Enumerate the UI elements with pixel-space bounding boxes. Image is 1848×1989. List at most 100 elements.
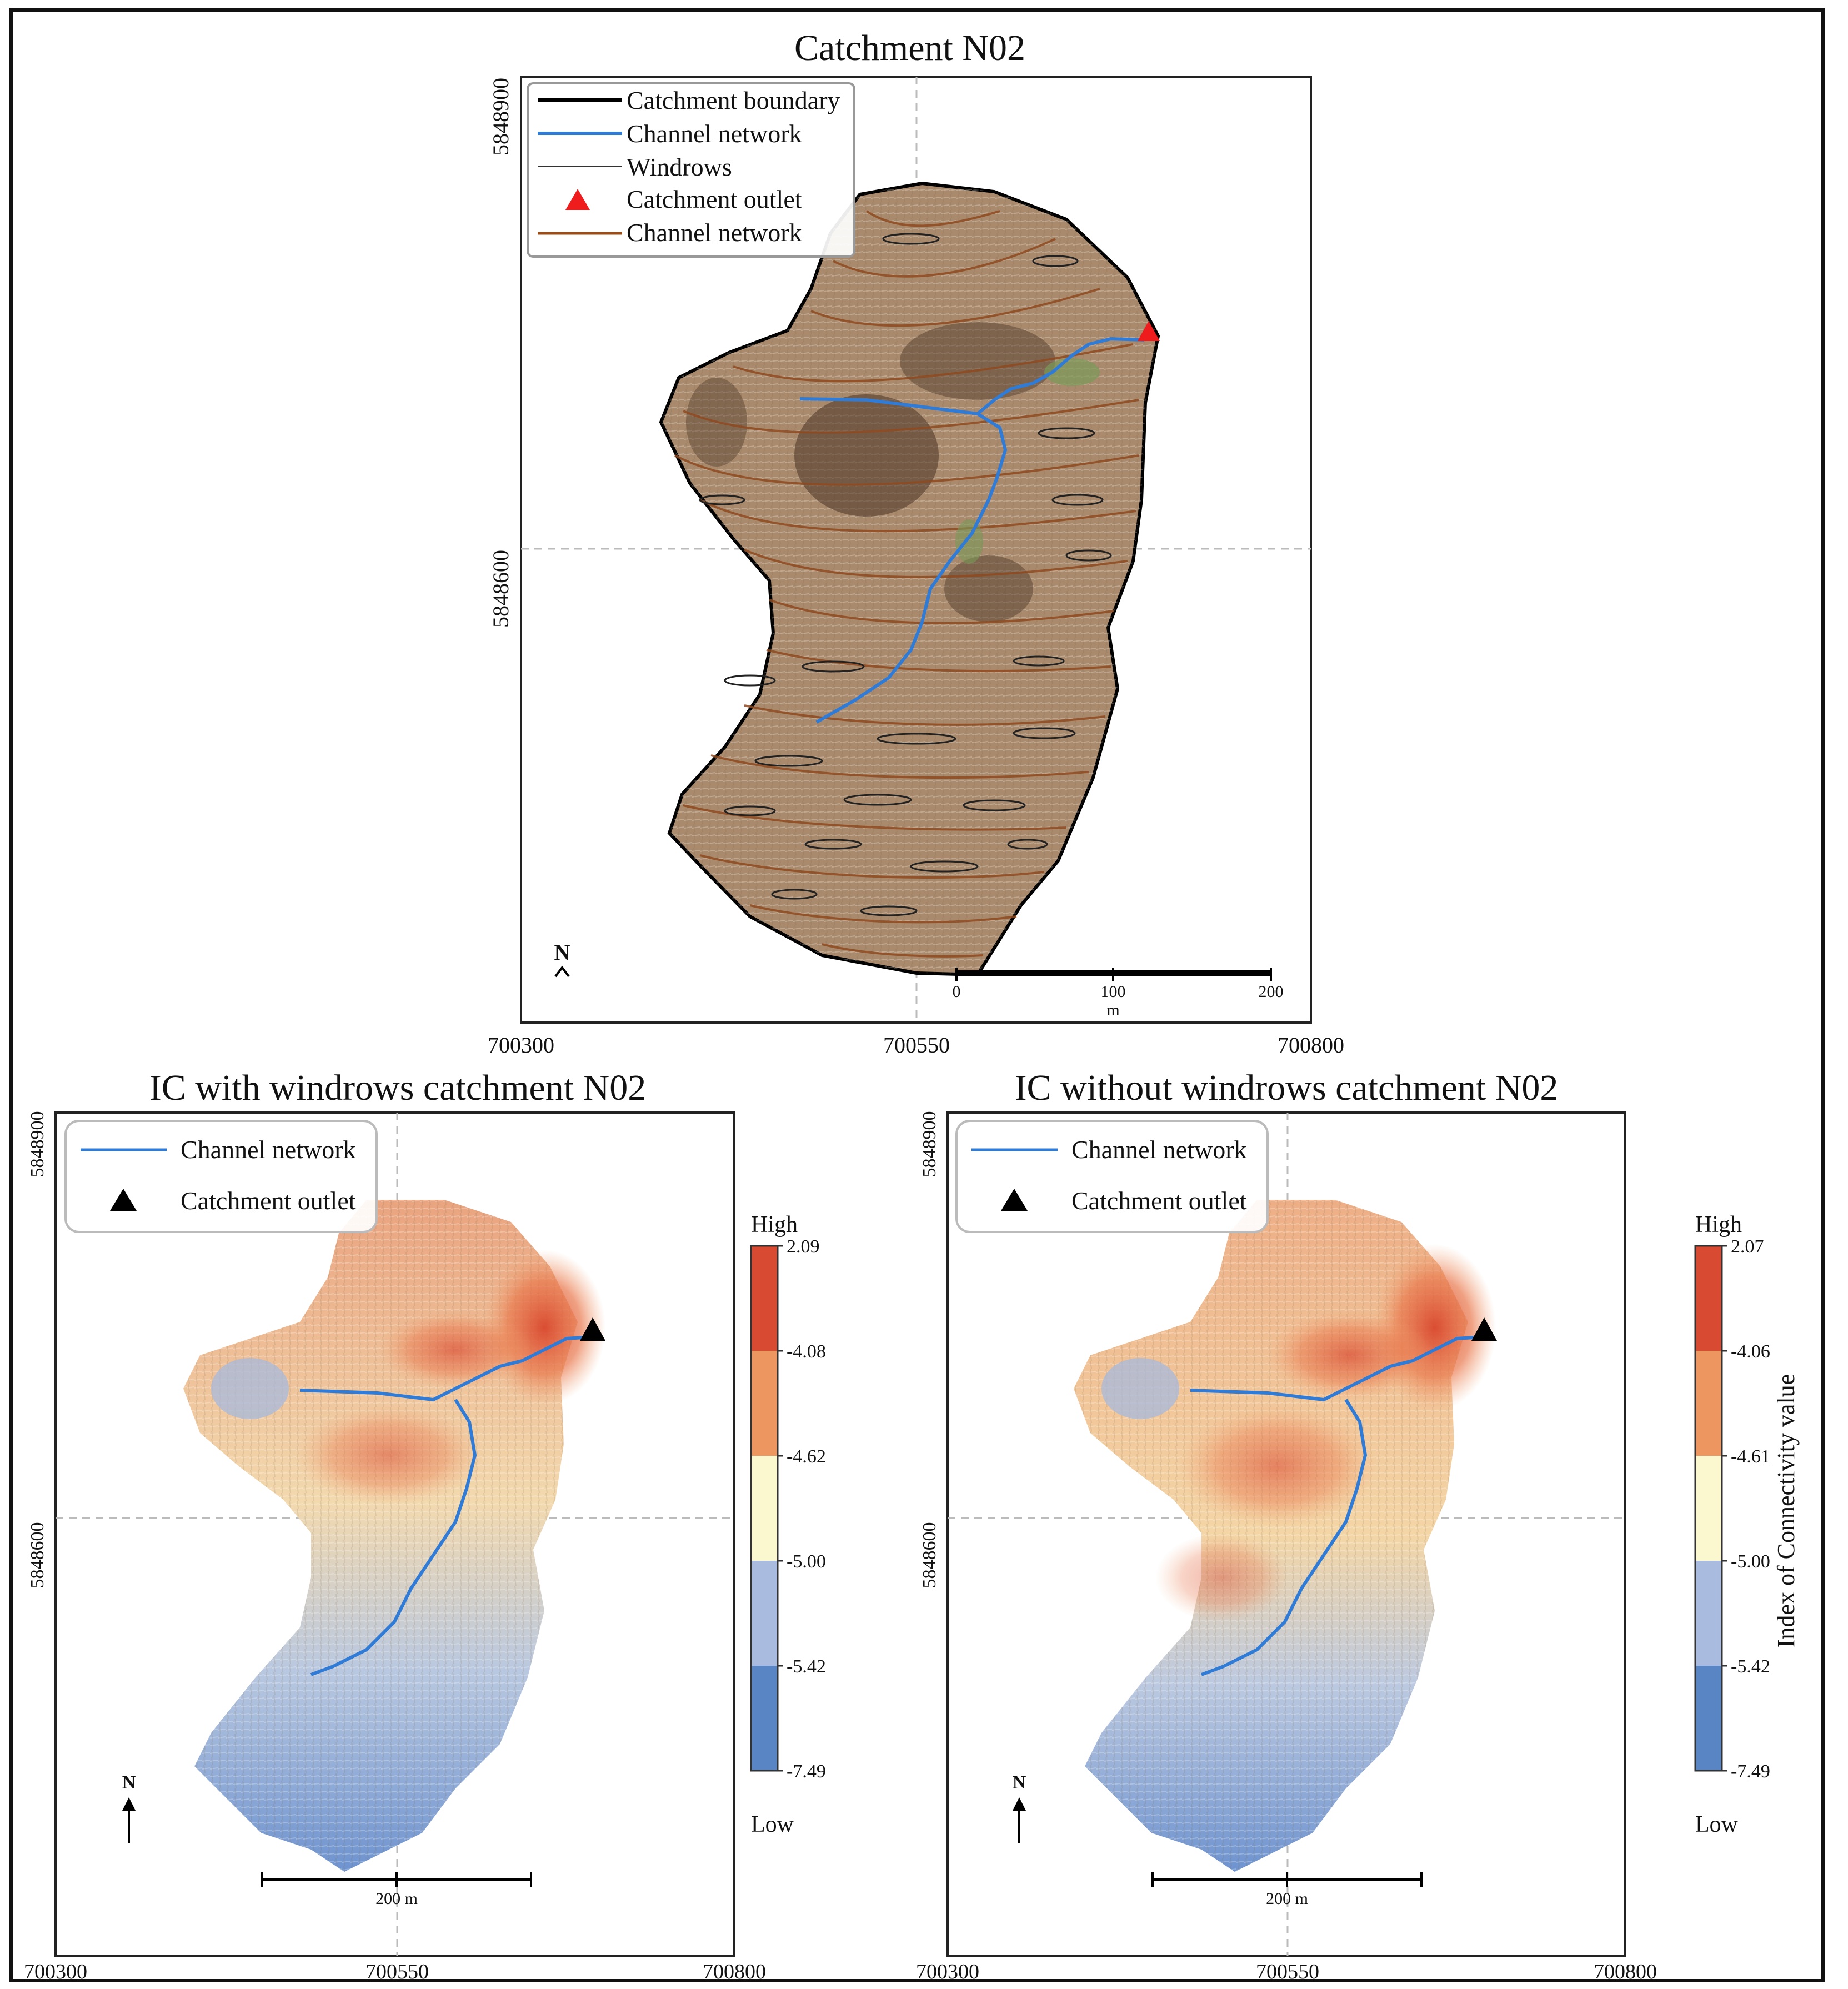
br-colorbar-tick-label: -7.49	[1731, 1761, 1770, 1782]
bl-legend-outlet-icon	[110, 1189, 137, 1211]
bl-x-tick: 700550	[365, 1960, 429, 1983]
bl-colorbar-segment	[751, 1351, 778, 1456]
bl-colorbar-segment	[751, 1456, 778, 1561]
top-x-tick: 700550	[883, 1033, 950, 1058]
br-colorbar-frame	[1694, 1245, 1723, 1772]
top-scale-bar: 0 100 200 m	[953, 968, 1284, 1019]
br-y-tick: 5848600	[919, 1522, 940, 1589]
bl-colorbar-tick-label: -4.08	[787, 1341, 826, 1362]
top-channel-network	[815, 412, 1008, 724]
bl-colorbar-tick-label: -7.49	[787, 1761, 826, 1782]
bl-north-arrow: N	[122, 1772, 136, 1843]
br-colorbar-tick-label: 2.07	[1731, 1236, 1764, 1257]
svg-text:0: 0	[953, 983, 961, 1001]
bl-colorbar-frame	[750, 1245, 779, 1772]
svg-text:200 m: 200 m	[375, 1890, 418, 1908]
br-legend-outlet-icon	[1001, 1189, 1028, 1211]
bl-colorbar-segment	[751, 1561, 778, 1666]
br-colorbar-low: Low	[1695, 1812, 1739, 1837]
bl-legend: Channel network Catchment outlet	[64, 1120, 378, 1233]
top-x-tick: 700300	[488, 1033, 554, 1058]
br-x-tick: 700300	[916, 1960, 979, 1983]
svg-text:100: 100	[1101, 983, 1126, 1001]
br-colorbar-tick-label: -4.61	[1731, 1446, 1770, 1467]
bl-colorbar-high: High	[751, 1212, 798, 1238]
top-windrow-cluster	[900, 322, 1055, 400]
legend-item-catchment-outlet: Catchment outlet	[627, 185, 802, 213]
top-y-tick: 5848900	[488, 78, 513, 156]
bl-colorbar-tick-label: -5.42	[787, 1656, 826, 1677]
br-colorbar-tick-label: -5.00	[1731, 1551, 1770, 1572]
bl-colorbar-tick-label: -4.62	[787, 1446, 826, 1467]
bl-colorbar-tick-label: -5.00	[787, 1551, 826, 1572]
br-channel-network	[1200, 1399, 1368, 1676]
br-x-tick: 700800	[1594, 1960, 1657, 1983]
top-x-tick: 700800	[1278, 1033, 1344, 1058]
svg-text:N: N	[1013, 1772, 1026, 1793]
bl-colorbar-segment	[751, 1246, 778, 1351]
top-channel-network	[799, 337, 1145, 416]
top-outlet-marker	[1138, 321, 1160, 341]
br-colorbar-high: High	[1695, 1212, 1742, 1238]
bottom-right-title: IC without windrows catchment N02	[1015, 1068, 1559, 1108]
legend-outlet-icon	[565, 189, 590, 210]
top-windrow-cluster	[944, 555, 1033, 622]
br-colorbar-segment	[1695, 1561, 1722, 1666]
legend-item-contour-network: Channel network	[627, 218, 802, 247]
top-vegetation	[955, 519, 983, 564]
bl-x-tick: 700300	[24, 1960, 87, 1983]
br-colorbar-segment	[1695, 1456, 1722, 1561]
top-title: Catchment N02	[794, 28, 1025, 68]
br-channel-network	[1190, 1336, 1474, 1402]
legend-item-channel-network: Channel network	[627, 119, 802, 148]
bl-hotspot	[294, 1405, 483, 1505]
br-legend: Channel network Catchment outlet	[955, 1120, 1269, 1233]
br-legend-outlet: Catchment outlet	[1071, 1186, 1247, 1215]
outer-frame	[9, 8, 1825, 1982]
br-colorbar-segment	[1695, 1351, 1722, 1456]
top-contours	[674, 210, 1139, 958]
br-y-tick: 5848900	[919, 1111, 940, 1178]
bl-outlet-marker	[580, 1317, 605, 1341]
br-colorbar-label: Index of Connectivity value	[1772, 1374, 1800, 1647]
br-hotspot	[1178, 1405, 1378, 1527]
svg-text:200 m: 200 m	[1266, 1890, 1308, 1908]
bottom-left-panel: IC with windrows catchment N02 Channel n…	[24, 1068, 826, 1983]
svg-text:200: 200	[1259, 983, 1284, 1001]
bl-blue-ring	[211, 1358, 289, 1419]
br-scale-bar: 200 m	[1151, 1872, 1423, 1908]
top-legend: Catchment boundary Channel network Windr…	[527, 82, 855, 258]
svg-text:N: N	[554, 940, 570, 965]
bl-colorbar: High Low 2.09 -4.08 -4.62 -5.00 -5.42 -7.49	[750, 1212, 826, 1837]
bl-scale-bar: 200 m	[261, 1872, 532, 1908]
bottom-right-panel: IC without windrows catchment N02 Channe…	[916, 1068, 1800, 1983]
br-x-tick: 700550	[1256, 1960, 1319, 1983]
bl-y-tick: 5848900	[27, 1111, 48, 1178]
legend-item-windrows: Windrows	[627, 153, 732, 181]
top-windrow-cluster	[794, 394, 939, 517]
legend-item-catchment-boundary: Catchment boundary	[627, 86, 840, 114]
br-hotspot	[1266, 1311, 1433, 1400]
top-windrows	[699, 233, 1112, 916]
br-hotspot	[1155, 1533, 1289, 1622]
bl-colorbar-segment	[751, 1666, 778, 1771]
top-north-arrow: N	[554, 940, 570, 978]
bl-colorbar-tick-label: 2.09	[787, 1236, 820, 1257]
bl-channel-network	[310, 1399, 477, 1676]
bottom-left-title: IC with windrows catchment N02	[149, 1068, 647, 1108]
bl-channel-network	[299, 1336, 584, 1402]
top-panel: Catchment N02	[488, 28, 1344, 1058]
br-colorbar-segment	[1695, 1246, 1722, 1351]
br-colorbar-tick-label: -5.42	[1731, 1656, 1770, 1677]
svg-text:N: N	[122, 1772, 136, 1793]
br-colorbar-segment	[1695, 1666, 1722, 1771]
bl-y-tick: 5848600	[27, 1522, 48, 1589]
bl-legend-outlet: Catchment outlet	[181, 1186, 356, 1215]
bl-hotspot	[378, 1311, 533, 1389]
br-colorbar-tick-label: -4.06	[1731, 1341, 1770, 1362]
bl-colorbar-low: Low	[751, 1812, 794, 1837]
br-colorbar: High Low Index of Connectivity value 2.0…	[1694, 1212, 1800, 1837]
bl-legend-channel: Channel network	[181, 1135, 356, 1164]
br-blue-ring	[1101, 1358, 1179, 1419]
br-outlet-marker	[1471, 1317, 1497, 1341]
